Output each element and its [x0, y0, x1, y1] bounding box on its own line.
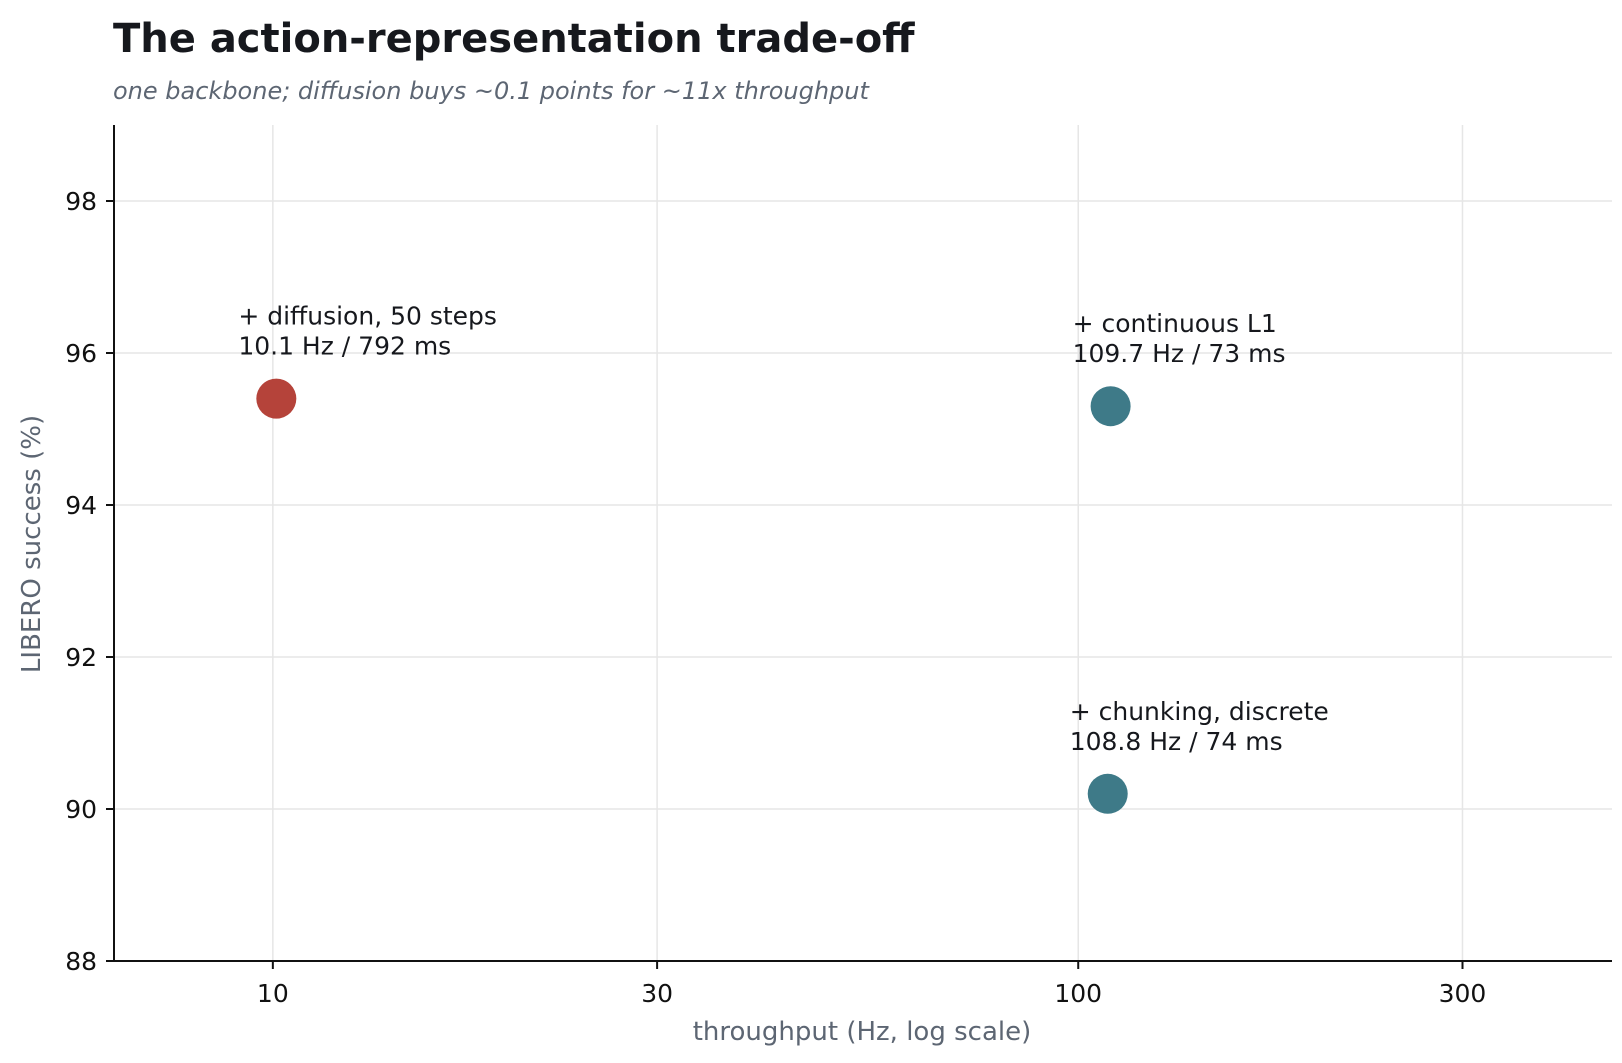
x-tick-label: 300 [1439, 979, 1487, 1008]
y-tick-label: 96 [65, 339, 97, 368]
data-point [1087, 773, 1128, 814]
chart-subtitle: one backbone; diffusion buys ~0.1 points… [113, 77, 870, 105]
axes: 10 30 100 300 88 90 92 94 96 98 [65, 125, 1612, 1008]
y-tick-label: 92 [65, 643, 97, 672]
x-tick-label: 10 [257, 979, 289, 1008]
point-label-value: 109.7 Hz / 73 ms [1073, 339, 1286, 368]
point-label-value: 108.8 Hz / 74 ms [1070, 727, 1283, 756]
point-label-name: + diffusion, 50 steps [238, 302, 497, 331]
y-tick-label: 94 [65, 491, 97, 520]
x-tick-label: 30 [641, 979, 673, 1008]
grid-lines [114, 125, 1612, 962]
chart-title: The action-representation trade-off [113, 16, 915, 62]
y-tick-label: 98 [65, 187, 97, 216]
x-axis-label: throughput (Hz, log scale) [693, 1017, 1032, 1047]
point-label-value: 10.1 Hz / 792 ms [238, 332, 451, 361]
y-tick-label: 90 [65, 795, 97, 824]
point-label-name: + continuous L1 [1073, 309, 1277, 338]
y-axis-label: LIBERO success (%) [17, 415, 47, 673]
data-point [256, 378, 297, 419]
data-point [1090, 386, 1131, 427]
y-tick-label: 88 [65, 947, 97, 976]
point-label-name: + chunking, discrete [1070, 697, 1329, 726]
x-tick-label: 100 [1054, 979, 1102, 1008]
